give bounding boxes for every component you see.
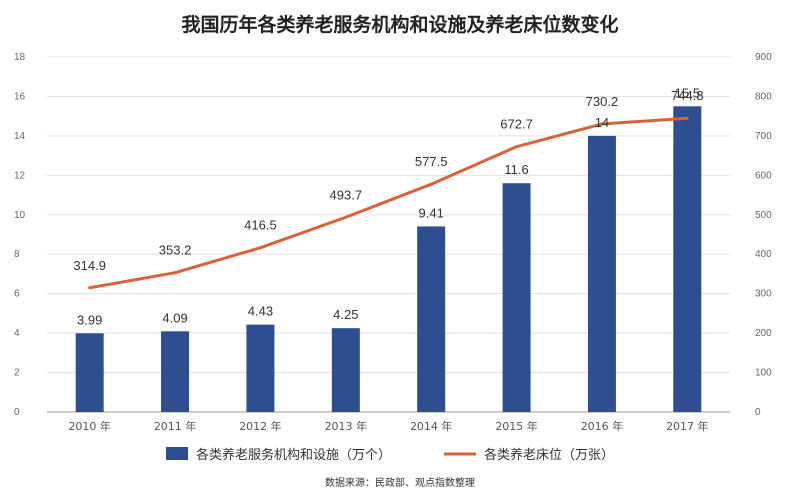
left-tick-label: 0 [14,407,20,418]
bar-value-label: 15.5 [675,85,700,100]
x-tick-label: 2010 年 [68,419,111,433]
line-value-label: 353.2 [159,243,192,258]
line-value-label: 744.8 [671,88,704,103]
bar-value-label: 14 [595,115,609,130]
x-axis-ticks: 2010 年 2011 年 2012 年 2013 年 2014 年 2015 年 2016… [68,419,708,433]
line-point [429,182,433,186]
legend: 各类养老服务机构和设施（万个） 各类养老床位（万张） [166,447,614,463]
line-value-label: 493.7 [330,187,363,202]
left-tick-label: 14 [14,131,26,142]
bar [246,324,275,412]
left-tick-label: 18 [14,52,26,63]
left-tick-label: 12 [14,170,26,181]
right-tick-label: 500 [755,210,772,221]
line-value-label: 730.2 [586,94,619,109]
legend-line-label: 各类养老床位（万张） [484,447,614,463]
left-tick-label: 8 [14,249,20,260]
left-tick-label: 4 [14,328,20,339]
left-tick-label: 6 [14,289,20,300]
bar [161,331,190,412]
bar [331,328,360,412]
x-tick-label: 2015 年 [495,419,538,433]
x-tick-label: 2011 年 [154,419,197,433]
chart-title: 我国历年各类养老服务机构和设施及养老床位数变化 [181,13,618,36]
bar [417,226,446,412]
right-tick-label: 0 [755,407,761,418]
legend-bar-swatch [166,447,188,460]
right-tick-label: 400 [755,249,772,260]
bar-value-label: 9.41 [419,205,444,220]
bar [75,333,104,412]
bar-value-label: 3.99 [77,312,102,327]
x-tick-label: 2016 年 [581,419,624,433]
right-tick-label: 100 [755,368,772,379]
left-tick-label: 2 [14,368,20,379]
line-point [600,122,604,126]
source-note: 数据来源：民政部、观点指数整理 [325,476,475,489]
line-point [88,286,92,290]
line-path [89,116,688,290]
x-tick-label: 2017 年 [666,419,709,433]
x-tick-label: 2014 年 [410,419,453,433]
x-tick-label: 2013 年 [325,419,368,433]
line-value-label: 672.7 [500,117,533,132]
line-point [515,145,519,149]
x-tick-label: 2012 年 [239,419,282,433]
line-value-label: 577.5 [415,154,448,169]
line-value-label: 314.9 [73,258,106,273]
left-tick-label: 10 [14,210,26,221]
bar-value-label: 11.6 [504,162,528,177]
line-point [173,271,177,275]
line-point [685,116,689,120]
bar-value-label: 4.25 [333,307,358,322]
bar [587,135,616,412]
right-tick-label: 600 [755,170,772,181]
right-tick-label: 900 [755,52,772,63]
line-point [344,215,348,219]
bar-series [75,106,702,413]
bar-value-label: 4.43 [248,304,273,319]
bar-value-label: 4.09 [162,310,187,325]
bar [502,183,531,412]
gridlines [47,56,730,413]
left-axis-ticks: 0 2 4 6 8 10 12 14 16 18 [14,52,26,418]
right-tick-label: 700 [755,131,772,142]
left-tick-label: 16 [14,91,26,102]
line-value-label: 416.5 [244,218,277,233]
legend-bar-label: 各类养老服务机构和设施（万个） [196,447,391,463]
line-series [88,116,689,290]
data-labels: 3.99 4.09 4.43 4.25 9.41 11.6 14 15.5 314.9 353.2… [73,85,703,327]
bar [673,106,702,413]
right-axis-ticks: 0 100 200 300 400 500 600 700 800 900 [755,52,772,418]
right-tick-label: 800 [755,91,772,102]
right-tick-label: 300 [755,289,772,300]
right-tick-label: 200 [755,328,772,339]
line-point [258,246,262,250]
